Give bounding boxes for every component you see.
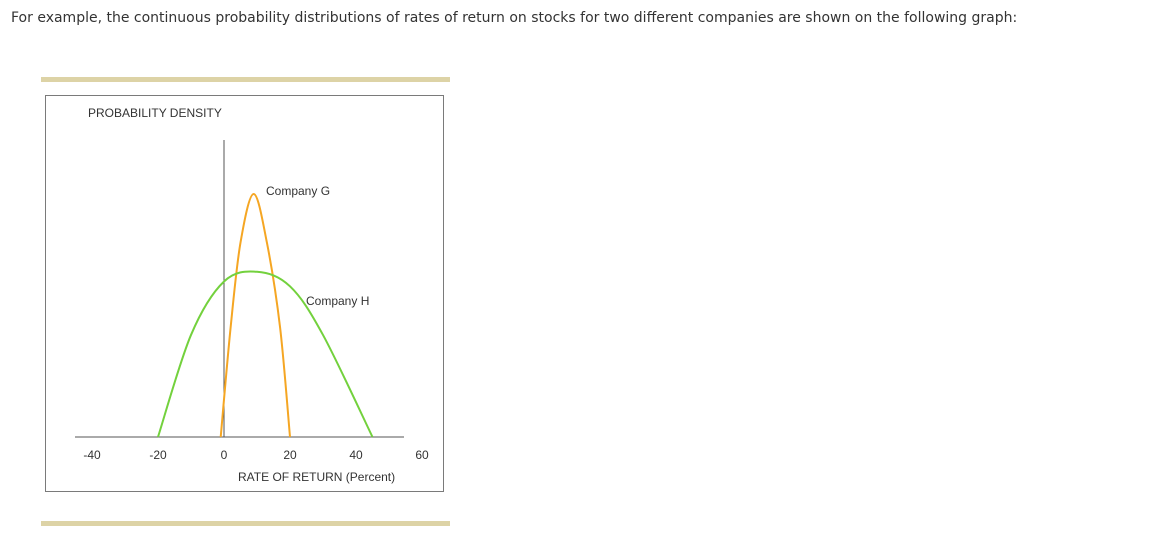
x-tick-label: 20 xyxy=(283,448,297,462)
x-tick-label: -20 xyxy=(149,448,167,462)
x-tick-labels: -40 -20 0 20 40 60 xyxy=(83,448,429,462)
x-tick-label: 0 xyxy=(221,448,228,462)
x-axis-label: RATE OF RETURN (Percent) xyxy=(238,470,395,484)
intro-text: For example, the continuous probability … xyxy=(11,10,1018,26)
top-divider xyxy=(41,77,450,82)
x-tick-label: 40 xyxy=(349,448,363,462)
company-g-label: Company G xyxy=(266,184,330,198)
x-tick-label: 60 xyxy=(415,448,429,462)
company-h-label: Company H xyxy=(306,294,369,308)
chart-frame xyxy=(45,95,444,492)
company-h-curve xyxy=(157,270,374,438)
company-g-curve xyxy=(219,192,291,438)
bottom-divider xyxy=(41,521,450,526)
y-axis-label: PROBABILITY DENSITY xyxy=(88,106,222,120)
x-tick-label: -40 xyxy=(83,448,101,462)
